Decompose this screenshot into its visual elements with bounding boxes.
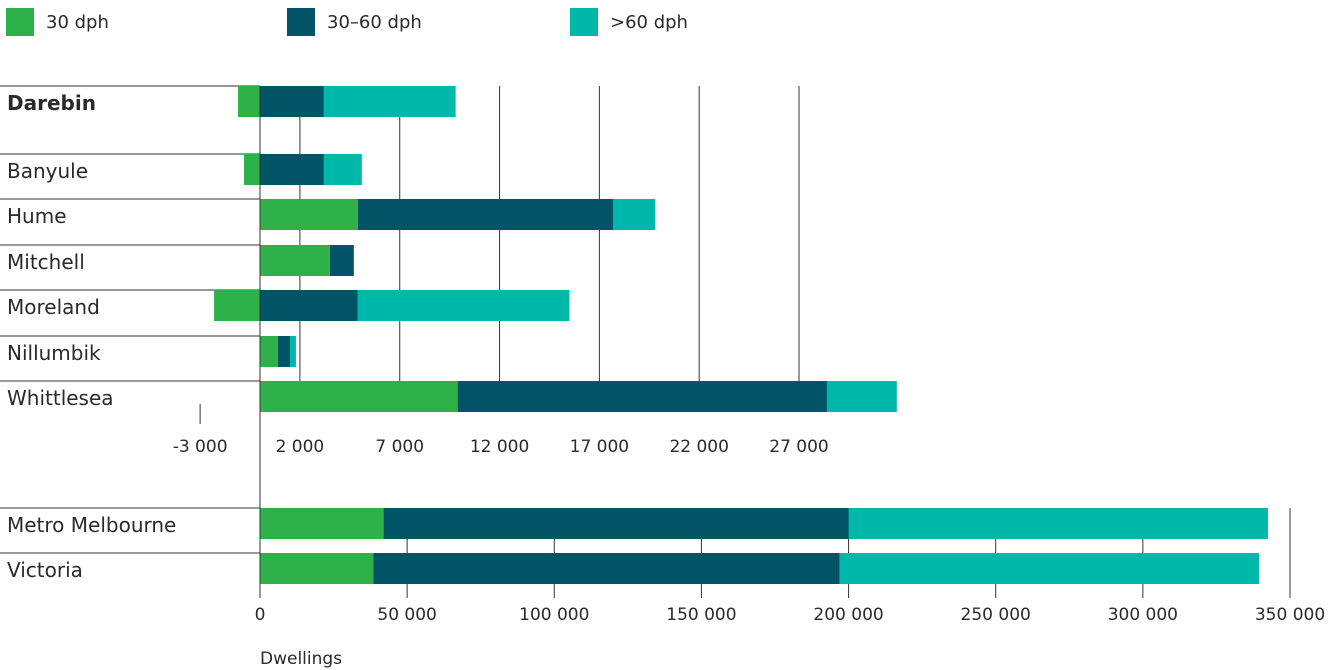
legend-item-30-60-dph: 30–60 dph xyxy=(287,8,422,36)
legend-label-30-60-dph: 30–60 dph xyxy=(327,11,422,33)
bar-darebin-60-dph xyxy=(323,86,456,117)
category-label-metro-melbourne: Metro Melbourne xyxy=(7,513,176,537)
tick-label-council-0: -3 000 xyxy=(173,437,228,457)
bar-metro-melbourne-30-60-dph xyxy=(383,508,849,539)
tick-label-council-4: 17 000 xyxy=(570,437,629,457)
tick-label-total-3: 150 000 xyxy=(666,605,736,625)
bar-nillumbik-30-dph xyxy=(260,336,278,367)
bar-whittlesea-30-60-dph xyxy=(457,381,827,412)
bar-moreland-30-dph xyxy=(214,290,260,321)
bar-darebin-30-60-dph xyxy=(260,86,324,117)
bar-moreland-30-60-dph xyxy=(260,290,358,321)
legend-item-over-60-dph: >60 dph xyxy=(570,8,688,36)
bar-mitchell-30-dph xyxy=(260,245,330,276)
bar-hume-30-dph xyxy=(260,199,358,230)
tick-label-total-0: 0 xyxy=(255,605,266,625)
tick-label-council-1: 2 000 xyxy=(276,437,325,457)
tick-label-council-3: 12 000 xyxy=(470,437,529,457)
tick-label-total-1: 50 000 xyxy=(377,605,436,625)
tick-label-council-6: 27 000 xyxy=(769,437,828,457)
bar-whittlesea-60-dph xyxy=(826,381,897,412)
legend-label-over-60-dph: >60 dph xyxy=(610,11,688,33)
category-label-darebin: Darebin xyxy=(7,91,96,115)
bar-metro-melbourne-60-dph xyxy=(848,508,1268,539)
bar-nillumbik-60-dph xyxy=(289,336,296,367)
tick-label-council-2: 7 000 xyxy=(375,437,424,457)
tick-label-total-7: 350 000 xyxy=(1255,605,1325,625)
legend-swatch-30-dph xyxy=(6,8,34,36)
bar-nillumbik-30-60-dph xyxy=(277,336,290,367)
tick-label-total-5: 250 000 xyxy=(961,605,1031,625)
tick-label-council-5: 22 000 xyxy=(669,437,728,457)
legend-swatch-over-60-dph xyxy=(570,8,598,36)
tick-label-total-2: 100 000 xyxy=(519,605,589,625)
bar-hume-30-60-dph xyxy=(357,199,614,230)
bar-whittlesea-30-dph xyxy=(260,381,458,412)
bar-victoria-60-dph xyxy=(839,553,1260,584)
category-label-mitchell: Mitchell xyxy=(7,250,85,274)
bar-hume-60-dph xyxy=(613,199,656,230)
bar-mitchell-30-60-dph xyxy=(329,245,354,276)
tick-label-total-4: 200 000 xyxy=(813,605,883,625)
bar-metro-melbourne-30-dph xyxy=(260,508,384,539)
bar-moreland-60-dph xyxy=(357,290,570,321)
tick-label-total-6: 300 000 xyxy=(1108,605,1178,625)
x-axis-title: Dwellings xyxy=(260,649,342,669)
bar-banyule-30-dph xyxy=(244,154,260,185)
category-label-nillumbik: Nillumbik xyxy=(7,341,101,365)
bar-banyule-30-60-dph xyxy=(260,154,324,185)
bar-victoria-30-dph xyxy=(260,553,374,584)
bar-darebin-30-dph xyxy=(238,86,260,117)
legend-item-30-dph: 30 dph xyxy=(6,8,109,36)
category-label-whittlesea: Whittlesea xyxy=(7,386,114,410)
category-label-banyule: Banyule xyxy=(7,159,88,183)
category-label-moreland: Moreland xyxy=(7,295,100,319)
legend-label-30-dph: 30 dph xyxy=(46,11,109,33)
bar-victoria-30-60-dph xyxy=(373,553,840,584)
category-label-victoria: Victoria xyxy=(7,558,83,582)
legend-swatch-30-60-dph xyxy=(287,8,315,36)
category-label-hume: Hume xyxy=(7,204,67,228)
bar-banyule-60-dph xyxy=(323,154,362,185)
